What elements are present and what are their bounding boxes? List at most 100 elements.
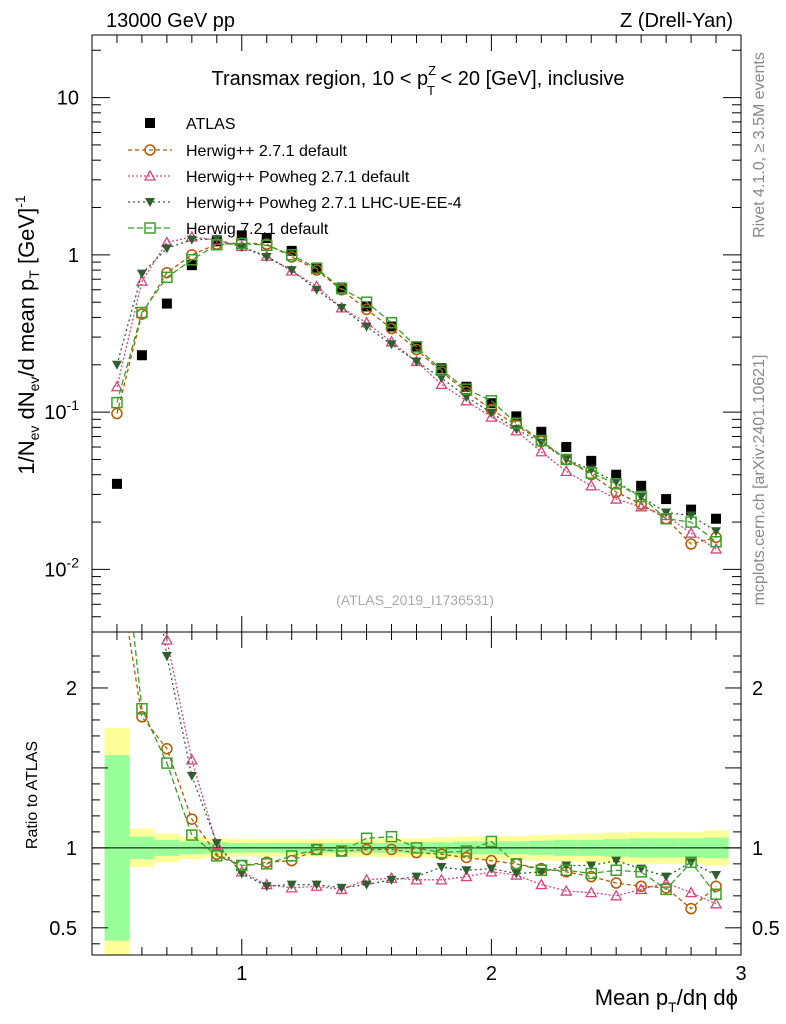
ratio-point-herwig7 [186, 829, 198, 841]
ratio-point-herwig_pp [360, 843, 373, 856]
point-herwig_powheg [660, 509, 673, 521]
ratio-point-herwig_powheg_lhc [461, 866, 472, 876]
ratio-point-herwig_powheg [610, 889, 623, 901]
point-herwig_powheg [485, 410, 498, 422]
ratio-point-herwig_powheg [335, 883, 348, 895]
header-right: Z (Drell-Yan) [620, 10, 733, 32]
ratio-point-herwig_powheg [112, 347, 122, 356]
point-atlas [136, 350, 147, 361]
point-herwig_powheg_lhc [686, 511, 697, 521]
point-herwig_powheg_lhc [261, 252, 272, 262]
ratio-point-herwig7 [360, 832, 373, 845]
ratio-point-herwig_powheg_lhc [586, 861, 597, 871]
point-atlas [536, 426, 547, 437]
point-herwig_powheg_lhc [186, 235, 197, 245]
ratio-point-herwig7 [635, 866, 647, 878]
ratio-point-herwig7 [310, 843, 323, 856]
ratio-point-herwig_powheg_lhc [336, 883, 347, 893]
point-herwig7 [510, 417, 523, 429]
ratio-plot-area: 1 2 3 0.5 0.5 1 1 2 2 [49, 347, 780, 985]
point-herwig_powheg_lhc [411, 357, 422, 367]
ratio-y-tick-label-right: 2 [752, 678, 763, 700]
point-atlas [111, 478, 122, 489]
point-herwig7 [535, 434, 548, 447]
legend-marker-atlas [145, 118, 155, 128]
ratio-y-tick-label: 2 [66, 678, 77, 700]
point-herwig7 [610, 478, 622, 490]
ratio-point-herwig7 [585, 867, 597, 880]
point-herwig_powheg [560, 465, 573, 477]
ratio-point-herwig_powheg [709, 897, 723, 909]
ratio-point-herwig_pp [460, 851, 473, 864]
ratio-point-herwig_pp [385, 843, 398, 856]
point-herwig7 [186, 254, 198, 266]
main-series [110, 230, 723, 554]
legend-label-atlas: ATLAS [186, 116, 236, 133]
series-line-herwig7 [116, 242, 717, 543]
legend-marker-herwig_pp [144, 144, 156, 156]
point-herwig7 [211, 238, 223, 251]
ratio-point-herwig_powheg_lhc [661, 872, 672, 882]
ratio-point-herwig7 [710, 888, 722, 900]
point-herwig7 [385, 317, 398, 329]
ratio-point-herwig7 [211, 850, 223, 862]
ratio-point-herwig_powheg [560, 884, 573, 896]
point-atlas [486, 398, 497, 409]
ratio-point-herwig_powheg [185, 753, 198, 765]
ratio-point-herwig_powheg_lhc [711, 871, 722, 881]
point-herwig_powheg [709, 542, 723, 554]
ratio-point-herwig_powheg_lhc [137, 492, 147, 501]
y-tick-label: 10-2 [44, 554, 79, 581]
point-atlas [686, 504, 697, 515]
point-atlas [311, 262, 322, 273]
y-tick-label: 1 [68, 245, 79, 267]
point-herwig7 [585, 467, 597, 479]
point-atlas [586, 455, 597, 466]
point-herwig_powheg_lhc [286, 266, 297, 276]
ratio-point-herwig7 [236, 859, 248, 872]
ratio-point-herwig_powheg [210, 838, 223, 850]
point-atlas [236, 230, 247, 241]
point-herwig_powheg [535, 445, 548, 457]
ratio-point-herwig7 [136, 703, 148, 715]
point-herwig7 [111, 396, 123, 409]
ratio-point-herwig_powheg_lhc [386, 875, 397, 885]
point-atlas [361, 301, 372, 312]
ratio-y-tick-label: 0.5 [49, 918, 77, 940]
point-herwig_powheg_lhc [436, 373, 447, 383]
legend-label-herwig_pp: Herwig++ 2.7.1 default [186, 143, 348, 160]
legend: ATLAS Herwig++ 2.7.1 default Herwig++ Powh… [128, 116, 462, 238]
point-herwig_pp [360, 303, 373, 316]
mcplots-label: mcplots.cern.ch [arXiv:2401.10621] [751, 355, 768, 606]
ratio-point-herwig_pp [161, 742, 173, 755]
ratio-point-herwig7 [385, 830, 398, 843]
ratio-point-herwig_powheg_lhc [361, 880, 372, 890]
ratio-point-herwig_powheg [485, 865, 498, 877]
point-herwig_powheg [585, 479, 598, 491]
point-herwig_powheg_lhc [461, 392, 472, 402]
ratio-y-label: Ratio to ATLAS [24, 741, 41, 849]
point-herwig_powheg_lhc [311, 285, 322, 295]
ratio-point-herwig7 [660, 883, 672, 896]
ratio-point-herwig_powheg_lhc [511, 869, 522, 879]
point-herwig7 [635, 490, 647, 503]
point-herwig_pp [610, 486, 622, 498]
ratio-point-herwig_powheg_lhc [161, 651, 172, 661]
point-herwig_powheg_lhc [336, 303, 347, 313]
ratio-point-herwig7 [685, 856, 697, 869]
legend-label-herwig7: Herwig 7.2.1 default [186, 221, 329, 238]
ratio-point-herwig7 [260, 858, 273, 870]
point-herwig_pp [111, 407, 123, 420]
ratio-line-herwig_powheg_lhc [162, 632, 717, 889]
point-herwig7 [285, 249, 298, 261]
point-herwig_powheg_lhc [161, 244, 172, 254]
point-herwig7 [685, 516, 697, 528]
ratio-point-herwig_powheg_lhc [186, 771, 197, 781]
ratio-point-herwig7 [535, 864, 548, 877]
ratio-point-herwig_powheg [660, 876, 673, 888]
rivet-label: Rivet 4.1.0, ≥ 3.5M events [751, 52, 768, 238]
ratio-frame [91, 631, 742, 956]
main-title: Transmax region, 10 < pZ T < 20 [GeV], in… [211, 63, 624, 98]
point-herwig_powheg_lhc [236, 243, 247, 253]
